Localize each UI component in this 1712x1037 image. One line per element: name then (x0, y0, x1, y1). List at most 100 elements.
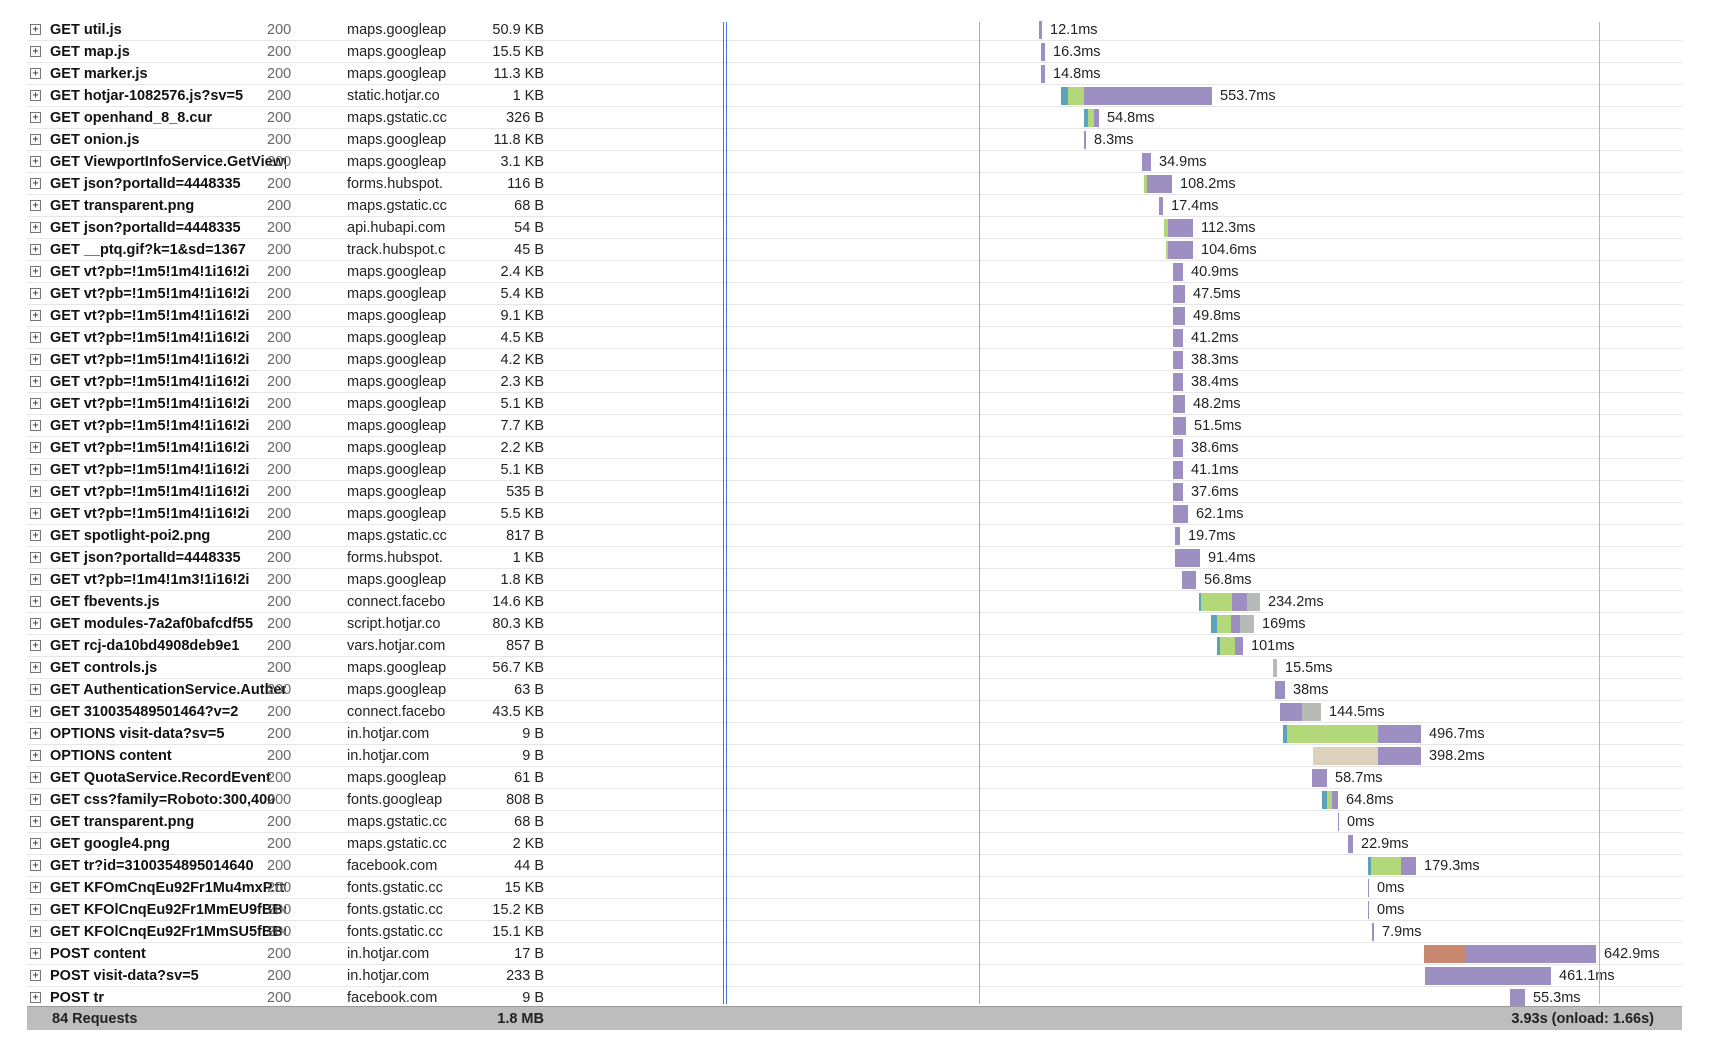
expand-icon[interactable]: + (30, 266, 41, 277)
request-row[interactable]: + GET __ptq.gif?k=1&sd=1367 200 track.hubsp… (27, 239, 1682, 261)
request-status: 200 (267, 638, 292, 654)
request-row[interactable]: + GET rcj-da10bd4908deb9e1 200 vars.hotjar.… (27, 635, 1682, 657)
request-row[interactable]: + GET transparent.png 200 maps.gstatic.cc 68… (27, 195, 1682, 217)
request-row[interactable]: + GET 310035489501464?v=2 200 connect.faceb… (27, 701, 1682, 723)
timeline-segment-blocking (1368, 857, 1371, 875)
expand-icon[interactable]: + (30, 992, 41, 1003)
request-row[interactable]: + GET vt?pb=!1m5!1m4!1i16!2i 200 maps.googl… (27, 415, 1682, 437)
expand-icon[interactable]: + (30, 200, 41, 211)
expand-icon[interactable]: + (30, 354, 41, 365)
expand-icon[interactable]: + (30, 24, 41, 35)
expand-icon[interactable]: + (30, 68, 41, 79)
request-row[interactable]: + POST content 200 in.hotjar.com 17 B 642.9ms (27, 943, 1682, 965)
expand-icon[interactable]: + (30, 156, 41, 167)
request-row[interactable]: + GET map.js 200 maps.googleap 15.5 KB 16.3ms (27, 41, 1682, 63)
expand-icon[interactable]: + (30, 926, 41, 937)
expand-icon[interactable]: + (30, 222, 41, 233)
request-time: 38.4ms (1191, 374, 1239, 390)
expand-icon[interactable]: + (30, 442, 41, 453)
expand-icon[interactable]: + (30, 882, 41, 893)
request-row[interactable]: + GET json?portalId=4448335 200 forms.hubsp… (27, 547, 1682, 569)
request-domain: connect.facebo (347, 704, 446, 720)
request-row[interactable]: + GET vt?pb=!1m5!1m4!1i16!2i 200 maps.googl… (27, 371, 1682, 393)
expand-icon[interactable]: + (30, 178, 41, 189)
request-row[interactable]: + GET openhand_8_8.cur 200 maps.gstatic.cc 3… (27, 107, 1682, 129)
expand-icon[interactable]: + (30, 244, 41, 255)
request-row[interactable]: + GET vt?pb=!1m5!1m4!1i16!2i 200 maps.googl… (27, 393, 1682, 415)
request-row[interactable]: + GET KFOlCnqEu92Fr1MmEU9fBBc4 200 fonts.gs… (27, 899, 1682, 921)
expand-icon[interactable]: + (30, 838, 41, 849)
request-status: 200 (267, 462, 292, 478)
expand-icon[interactable]: + (30, 552, 41, 563)
request-row[interactable]: + GET KFOlCnqEu92Fr1MmSU5fBBc4 200 fonts.gs… (27, 921, 1682, 943)
request-row[interactable]: + GET vt?pb=!1m5!1m4!1i16!2i 200 maps.googl… (27, 327, 1682, 349)
request-row[interactable]: + GET spotlight-poi2.png 200 maps.gstatic.c… (27, 525, 1682, 547)
expand-icon[interactable]: + (30, 90, 41, 101)
request-row[interactable]: + GET hotjar-1082576.js?sv=5 200 static.hot… (27, 85, 1682, 107)
request-row[interactable]: + POST visit-data?sv=5 200 in.hotjar.com 233… (27, 965, 1682, 987)
expand-icon[interactable]: + (30, 508, 41, 519)
request-row[interactable]: + GET modules-7a2af0bafcdf55 200 script.hot… (27, 613, 1682, 635)
request-row[interactable]: + GET json?portalId=4448335 200 forms.hubsp… (27, 173, 1682, 195)
expand-icon[interactable]: + (30, 46, 41, 57)
request-row[interactable]: + GET css?family=Roboto:300,400 200 fonts.g… (27, 789, 1682, 811)
expand-icon[interactable]: + (30, 662, 41, 673)
request-row[interactable]: + GET controls.js 200 maps.googleap 56.7 KB 1… (27, 657, 1682, 679)
request-row[interactable]: + GET KFOmCnqEu92Fr1Mu4mxP.ttf 200 fonts.gs… (27, 877, 1682, 899)
request-row[interactable]: + GET vt?pb=!1m5!1m4!1i16!2i 200 maps.googl… (27, 459, 1682, 481)
expand-icon[interactable]: + (30, 310, 41, 321)
request-size: 56.7 KB (492, 660, 544, 676)
request-url: GET controls.js (50, 660, 158, 676)
expand-icon[interactable]: + (30, 640, 41, 651)
request-row[interactable]: + GET vt?pb=!1m5!1m4!1i16!2i 200 maps.googl… (27, 481, 1682, 503)
expand-icon[interactable]: + (30, 530, 41, 541)
expand-icon[interactable]: + (30, 618, 41, 629)
request-row[interactable]: + GET vt?pb=!1m5!1m4!1i16!2i 200 maps.googl… (27, 437, 1682, 459)
request-url: GET vt?pb=!1m5!1m4!1i16!2i (50, 462, 250, 478)
expand-icon[interactable]: + (30, 728, 41, 739)
timeline-segment-waiting (1084, 87, 1212, 105)
expand-icon[interactable]: + (30, 464, 41, 475)
request-row[interactable]: + GET util.js 200 maps.googleap 50.9 KB 12.1m… (27, 19, 1682, 41)
expand-icon[interactable]: + (30, 134, 41, 145)
expand-icon[interactable]: + (30, 970, 41, 981)
expand-icon[interactable]: + (30, 860, 41, 871)
request-row[interactable]: + GET vt?pb=!1m4!1m3!1i16!2i 200 maps.googl… (27, 569, 1682, 591)
request-row[interactable]: + GET tr?id=3100354895014640 200 facebook.c… (27, 855, 1682, 877)
request-row[interactable]: + GET json?portalId=4448335 200 api.hubapi.… (27, 217, 1682, 239)
request-row[interactable]: + GET vt?pb=!1m5!1m4!1i16!2i 200 maps.googl… (27, 349, 1682, 371)
request-row[interactable]: + GET google4.png 200 maps.gstatic.cc 2 KB 22… (27, 833, 1682, 855)
expand-icon[interactable]: + (30, 112, 41, 123)
request-row[interactable]: + GET marker.js 200 maps.googleap 11.3 KB 14.… (27, 63, 1682, 85)
expand-icon[interactable]: + (30, 596, 41, 607)
expand-icon[interactable]: + (30, 684, 41, 695)
request-row[interactable]: + GET fbevents.js 200 connect.facebo 14.6 KB… (27, 591, 1682, 613)
expand-icon[interactable]: + (30, 288, 41, 299)
request-row[interactable]: + GET vt?pb=!1m5!1m4!1i16!2i 200 maps.googl… (27, 305, 1682, 327)
request-row[interactable]: + GET QuotaService.RecordEvent 200 maps.goo… (27, 767, 1682, 789)
request-row[interactable]: + OPTIONS content 200 in.hotjar.com 9 B 398.2… (27, 745, 1682, 767)
expand-icon[interactable]: + (30, 420, 41, 431)
request-row[interactable]: + GET transparent.png 200 maps.gstatic.cc 68… (27, 811, 1682, 833)
expand-icon[interactable]: + (30, 904, 41, 915)
request-row[interactable]: + GET vt?pb=!1m5!1m4!1i16!2i 200 maps.googl… (27, 283, 1682, 305)
expand-icon[interactable]: + (30, 574, 41, 585)
request-row[interactable]: + GET vt?pb=!1m5!1m4!1i16!2i 200 maps.googl… (27, 503, 1682, 525)
request-time: 58.7ms (1335, 770, 1383, 786)
expand-icon[interactable]: + (30, 332, 41, 343)
request-row[interactable]: + GET ViewportInfoService.GetViewportInfo… (27, 151, 1682, 173)
expand-icon[interactable]: + (30, 772, 41, 783)
request-row[interactable]: + GET vt?pb=!1m5!1m4!1i16!2i 200 maps.googl… (27, 261, 1682, 283)
expand-icon[interactable]: + (30, 794, 41, 805)
request-row[interactable]: + GET onion.js 200 maps.googleap 11.8 KB 8.3m… (27, 129, 1682, 151)
request-row[interactable]: + OPTIONS visit-data?sv=5 200 in.hotjar.com… (27, 723, 1682, 745)
expand-icon[interactable]: + (30, 948, 41, 959)
request-row[interactable]: + GET AuthenticationService.Authenticate2… (27, 679, 1682, 701)
expand-icon[interactable]: + (30, 706, 41, 717)
expand-icon[interactable]: + (30, 816, 41, 827)
expand-icon[interactable]: + (30, 750, 41, 761)
expand-icon[interactable]: + (30, 376, 41, 387)
expand-icon[interactable]: + (30, 398, 41, 409)
request-domain: maps.googleap (347, 132, 447, 148)
expand-icon[interactable]: + (30, 486, 41, 497)
